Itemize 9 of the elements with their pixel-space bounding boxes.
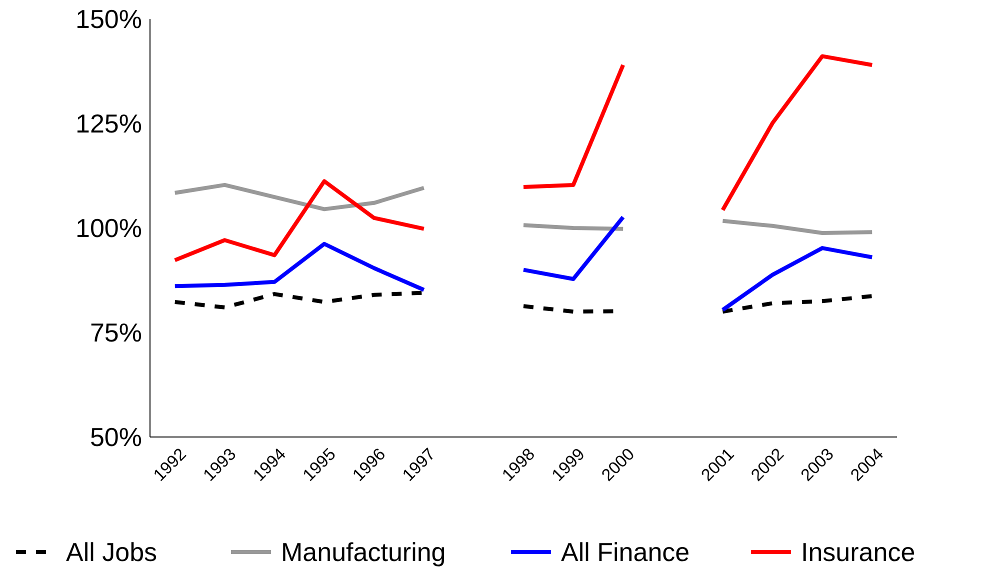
y-tick-label: 50%: [90, 422, 142, 452]
y-tick-label: 125%: [76, 108, 142, 139]
legend-label: Insurance: [801, 537, 916, 568]
y-tick-label: 75%: [90, 318, 142, 348]
y-tick-label: 150%: [76, 4, 142, 34]
legend-label: Manufacturing: [281, 537, 446, 568]
y-tick-label: 100%: [76, 213, 142, 244]
legend-label: All Jobs: [66, 537, 158, 568]
legend-label: All Finance: [561, 537, 690, 568]
